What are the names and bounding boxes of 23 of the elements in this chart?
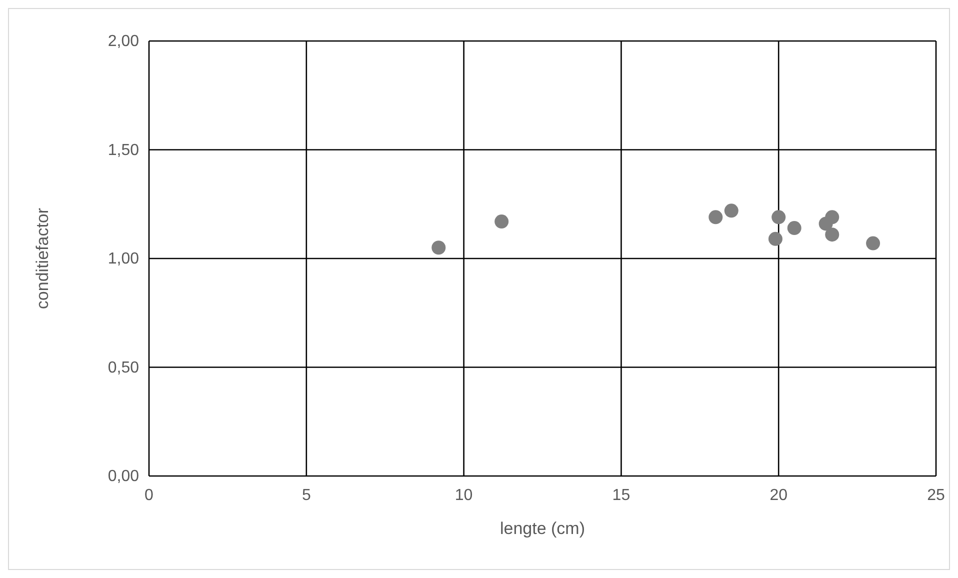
x-tick-label: 5 (302, 487, 311, 504)
point (494, 214, 509, 229)
point (825, 228, 840, 242)
point (708, 210, 723, 224)
y-tick-label: 2,00 (108, 33, 140, 50)
y-tick-label: 0,50 (108, 359, 140, 376)
y-axis-title: conditiefactor (33, 208, 52, 310)
x-tick-label: 20 (770, 487, 788, 504)
y-tick-label: 0,00 (108, 468, 140, 485)
point (724, 204, 738, 218)
x-axis-title: lengte (cm) (500, 519, 586, 538)
y-tick-label: 1,50 (108, 142, 140, 159)
x-tick-label: 15 (612, 487, 630, 504)
point (772, 210, 786, 224)
y-tick-label: 1,00 (108, 250, 140, 268)
point (787, 221, 802, 236)
point (768, 232, 782, 246)
point (866, 236, 880, 250)
point (825, 210, 840, 224)
x-tick-label: 0 (144, 487, 154, 504)
point (432, 240, 446, 255)
x-tick-label: 10 (454, 487, 473, 504)
x-tick-label: 25 (927, 487, 945, 504)
